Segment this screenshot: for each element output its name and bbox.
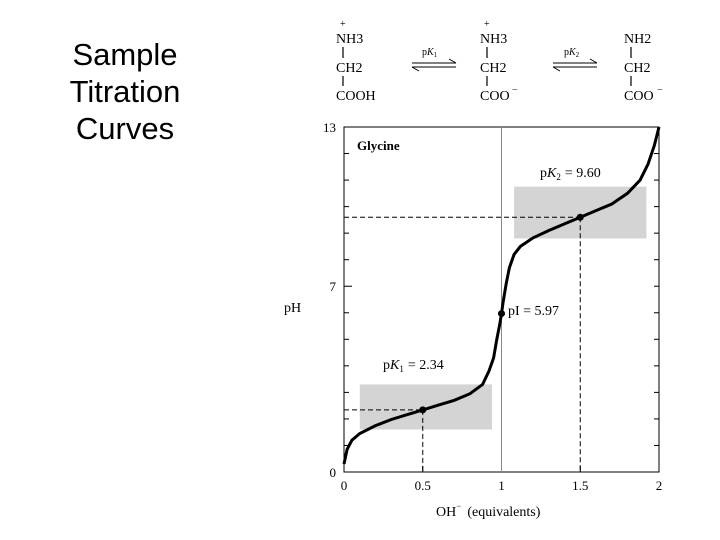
titration-chart: Glycine 0 0.5 1 1.5 2 0 7 13 pH OH− (equi… xyxy=(284,120,662,520)
arrow-label-pk1: pK1 xyxy=(422,47,438,59)
species-3: NH2 CH2 COO − xyxy=(624,32,663,104)
x-tick-label: 0.5 xyxy=(415,478,431,493)
carboxylate-group: COO xyxy=(624,89,654,104)
data-point xyxy=(576,213,584,221)
x-axis-label: OH− (equivalents) xyxy=(436,501,541,520)
pk2-label: pK2 = 9.60 xyxy=(540,166,601,182)
pi-label: pI = 5.97 xyxy=(508,304,559,319)
pk1-label: pK1 = 2.34 xyxy=(383,358,444,374)
methylene-group: CH2 xyxy=(336,61,362,76)
title-line-3: Curves xyxy=(75,111,175,146)
y-tick-label: 13 xyxy=(323,120,336,135)
minor-ticks xyxy=(343,126,660,473)
carboxyl-group: COOH xyxy=(336,89,376,104)
arrow-label-pk2: pK2 xyxy=(564,47,580,59)
y-axis-label: pH xyxy=(284,301,301,316)
y-tick-label: 0 xyxy=(330,465,337,480)
x-tick-label: 2 xyxy=(656,478,663,493)
charge-minus: − xyxy=(512,85,518,96)
data-point xyxy=(419,406,427,414)
guide-lines xyxy=(344,127,581,472)
species-1: + NH3 CH2 COOH xyxy=(336,19,376,104)
equilibrium-arrow-2: pK2 xyxy=(552,47,598,72)
equivalence-points xyxy=(419,213,584,414)
amine-group: NH3 xyxy=(336,32,363,47)
x-tick-label: 0 xyxy=(341,478,348,493)
charge-minus: − xyxy=(657,85,663,96)
data-point xyxy=(498,310,505,318)
y-tick-label: 7 xyxy=(330,279,337,294)
x-tick-label: 1 xyxy=(498,478,505,493)
x-tick-label: 1.5 xyxy=(572,478,588,493)
charge-plus: + xyxy=(484,19,490,30)
methylene-group: CH2 xyxy=(480,61,506,76)
chart-title: Glycine xyxy=(357,138,400,153)
slide-title: Sample Titration Curves xyxy=(40,36,210,147)
species-2: + NH3 CH2 COO − xyxy=(480,19,518,104)
carboxylate-group: COO xyxy=(480,89,510,104)
title-line-1: Sample xyxy=(72,37,178,72)
amine-group: NH2 xyxy=(624,32,651,47)
charge-plus: + xyxy=(340,19,346,30)
amine-group: NH3 xyxy=(480,32,507,47)
equilibrium-arrow-1: pK1 xyxy=(411,47,457,72)
methylene-group: CH2 xyxy=(624,61,650,76)
title-line-2: Titration xyxy=(69,74,181,109)
